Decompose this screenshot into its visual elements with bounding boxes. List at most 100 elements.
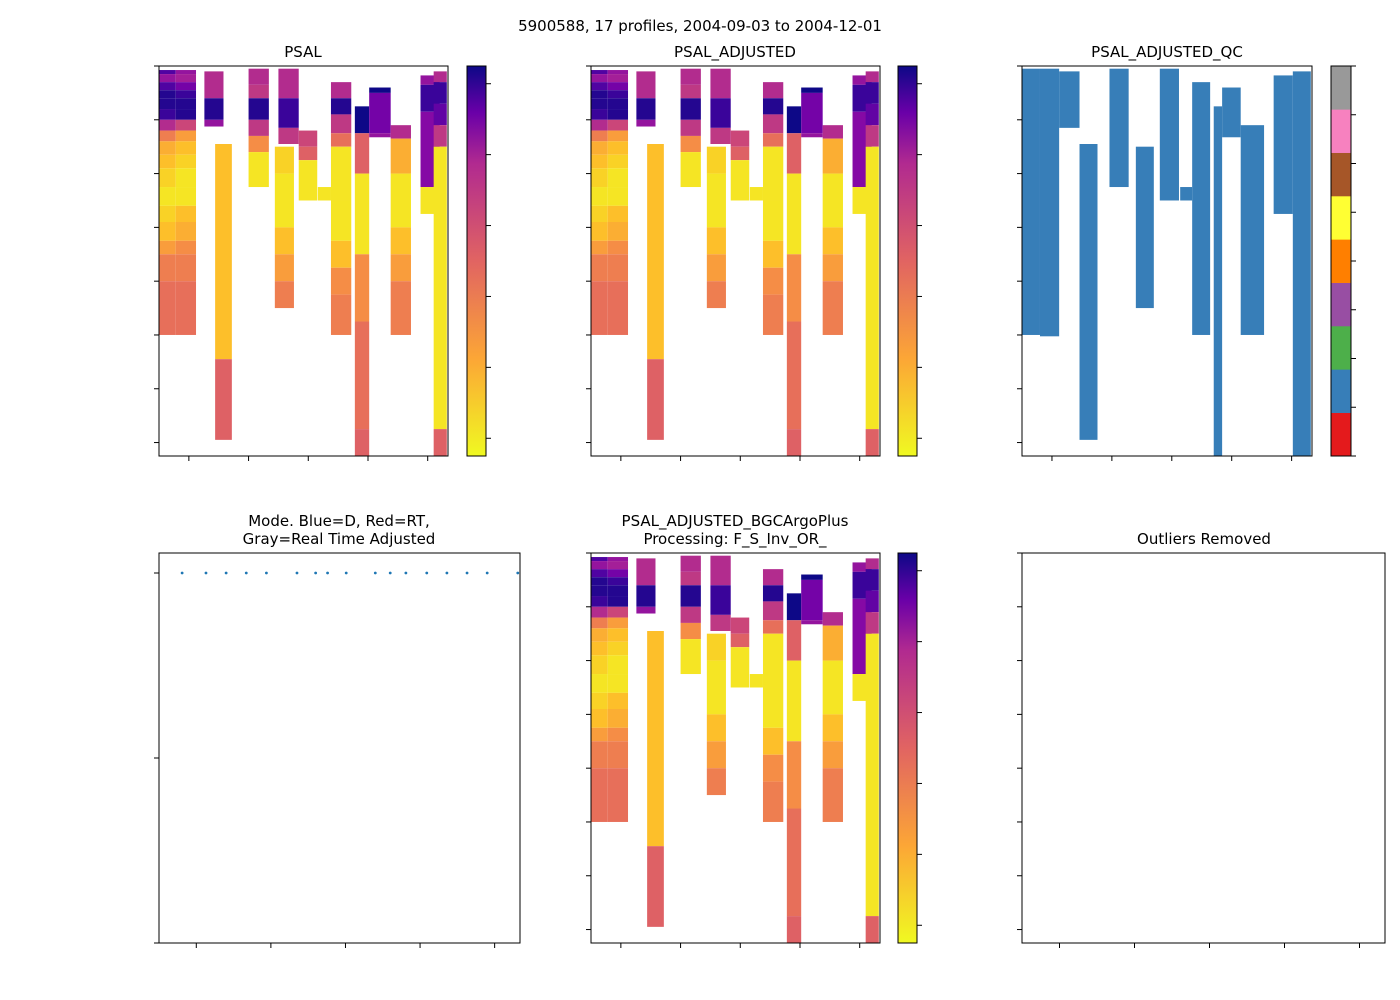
- salinity-cell: [786, 620, 802, 661]
- salinity-cell: [680, 606, 701, 623]
- salinity-cell: [706, 741, 726, 769]
- salinity-cell: [822, 227, 843, 255]
- salinity-cell: [317, 187, 331, 201]
- axes-frame: [158, 552, 521, 944]
- qc-cell: [1240, 125, 1265, 335]
- qc-cell: [1292, 71, 1311, 457]
- salinity-cell: [762, 727, 784, 755]
- salinity-cell: [730, 160, 750, 201]
- salinity-cell: [852, 562, 872, 572]
- salinity-cell: [354, 429, 370, 456]
- salinity-cell: [591, 82, 608, 91]
- salinity-cell: [591, 585, 608, 597]
- salinity-cell: [591, 617, 608, 629]
- salinity-cell: [680, 119, 701, 136]
- panel-psal-bgc: PSAL_ADJUSTED_BGCArgoPlus Processing: F_…: [586, 512, 922, 948]
- figure-suptitle: 5900588, 17 profiles, 2004-09-03 to 2004…: [518, 17, 882, 35]
- salinity-cell: [159, 222, 176, 241]
- salinity-cell: [749, 187, 763, 201]
- salinity-cell: [822, 714, 843, 742]
- salinity-cell: [175, 130, 197, 142]
- panel-title: PSAL_ADJUSTED_QC: [1091, 43, 1243, 62]
- salinity-cell: [354, 173, 370, 255]
- salinity-cell: [865, 590, 879, 613]
- salinity-cell: [801, 133, 823, 138]
- salinity-cell: [175, 222, 197, 241]
- plot-area: [591, 555, 879, 943]
- qc-cell: [1273, 75, 1293, 214]
- salinity-cell: [390, 138, 411, 174]
- salinity-cell: [786, 808, 802, 917]
- qc-cell: [1213, 106, 1223, 457]
- salinity-cell: [159, 130, 176, 142]
- mode-point: [485, 571, 489, 575]
- salinity-cell: [607, 727, 629, 742]
- axes-ticks: [586, 65, 861, 461]
- salinity-cell: [647, 846, 664, 927]
- salinity-cell: [710, 614, 731, 631]
- qc-cell: [1159, 68, 1179, 201]
- salinity-cell: [636, 585, 656, 607]
- salinity-cell: [607, 281, 629, 335]
- salinity-cell: [591, 240, 608, 255]
- salinity-cell: [680, 639, 701, 675]
- salinity-cell: [215, 144, 232, 360]
- salinity-cell: [762, 754, 784, 782]
- colorbar-frame: [897, 65, 918, 457]
- mode-point: [344, 571, 348, 575]
- mode-point: [314, 571, 318, 575]
- salinity-cell: [762, 133, 784, 147]
- salinity-cell: [159, 74, 176, 83]
- mode-point: [425, 571, 429, 575]
- salinity-cell: [159, 187, 176, 206]
- salinity-cell: [607, 628, 629, 642]
- salinity-cell: [762, 240, 784, 268]
- salinity-cell: [175, 154, 197, 169]
- salinity-cell: [852, 75, 872, 85]
- salinity-cell: [278, 98, 299, 128]
- salinity-cell: [762, 114, 784, 134]
- salinity-cell: [865, 612, 879, 634]
- salinity-cell: [248, 98, 269, 120]
- qc-colorbar-segment: [1331, 109, 1351, 153]
- salinity-cell: [607, 90, 629, 99]
- salinity-cell: [636, 119, 656, 127]
- salinity-cell: [433, 125, 447, 147]
- salinity-cell: [159, 90, 176, 99]
- salinity-cell: [607, 709, 629, 728]
- salinity-cell: [591, 130, 608, 142]
- salinity-cell: [762, 585, 784, 602]
- qc-cell: [1192, 82, 1211, 335]
- salinity-cell: [433, 82, 447, 104]
- salinity-cell: [762, 687, 784, 728]
- salinity-cell: [865, 429, 879, 456]
- salinity-cell: [730, 647, 750, 688]
- salinity-cell: [330, 267, 352, 295]
- salinity-cell: [607, 119, 629, 131]
- qc-cell: [1222, 87, 1241, 138]
- salinity-cell: [159, 82, 176, 91]
- salinity-cell: [274, 254, 294, 282]
- salinity-cell: [274, 227, 294, 255]
- salinity-cell: [591, 109, 608, 120]
- salinity-cell: [865, 125, 879, 147]
- salinity-cell: [607, 585, 629, 597]
- salinity-cell: [710, 555, 731, 586]
- plot-area: [1022, 68, 1311, 457]
- salinity-cell: [330, 114, 352, 134]
- salinity-cell: [680, 555, 701, 572]
- salinity-cell: [175, 82, 197, 91]
- salinity-cell: [175, 74, 197, 83]
- salinity-cell: [706, 173, 726, 228]
- salinity-cell: [248, 119, 269, 136]
- salinity-cell: [159, 141, 176, 155]
- salinity-cell: [680, 622, 701, 640]
- salinity-cell: [786, 660, 802, 742]
- salinity-cell: [730, 617, 750, 634]
- salinity-cell: [274, 173, 294, 228]
- salinity-cell: [822, 173, 843, 228]
- salinity-cell: [762, 633, 784, 688]
- salinity-cell: [591, 205, 608, 222]
- qc-colorbar-segment: [1331, 239, 1351, 283]
- salinity-cell: [175, 119, 197, 131]
